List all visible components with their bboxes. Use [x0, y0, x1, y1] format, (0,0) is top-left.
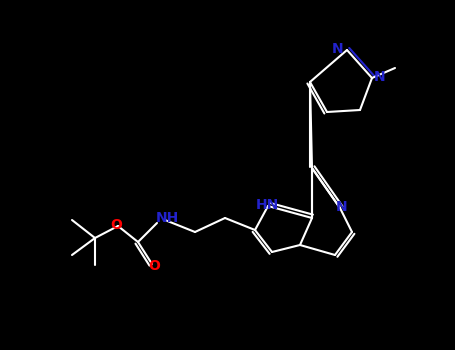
Text: O: O: [110, 218, 122, 232]
Text: N: N: [331, 42, 343, 56]
Text: NH: NH: [155, 211, 179, 225]
Text: N: N: [374, 70, 386, 84]
Text: HN: HN: [255, 198, 278, 212]
Text: N: N: [336, 200, 348, 214]
Text: O: O: [148, 259, 160, 273]
